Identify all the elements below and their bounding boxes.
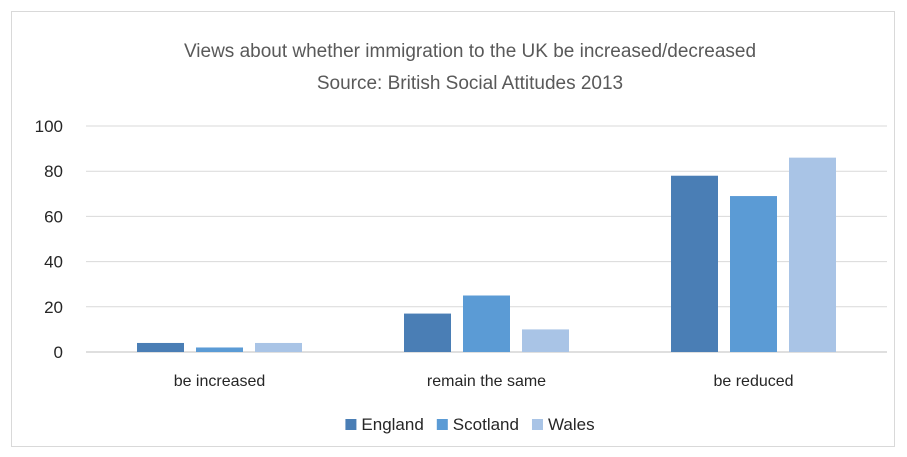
x-category-label: remain the same xyxy=(427,373,546,390)
y-tick-label: 40 xyxy=(44,253,63,272)
chart-subtitle: Source: British Social Attitudes 2013 xyxy=(317,73,623,94)
bar-wales-2 xyxy=(522,329,569,352)
x-category-label: be reduced xyxy=(713,373,793,390)
bar-scotland-1 xyxy=(196,347,243,352)
bars xyxy=(137,157,836,352)
bar-england-1 xyxy=(137,342,184,352)
x-category-label: be increased xyxy=(174,373,266,390)
legend-swatch-scotland xyxy=(436,419,448,430)
bar-england-3 xyxy=(671,175,718,352)
y-tick-label: 0 xyxy=(54,343,63,362)
chart-title: Views about whether immigration to the U… xyxy=(184,41,756,62)
bar-scotland-2 xyxy=(463,295,510,352)
legend: England Scotland Wales xyxy=(345,415,595,434)
y-tick-label: 80 xyxy=(44,162,63,181)
x-axis-categories: be increased remain the same be reduced xyxy=(174,373,794,390)
legend-label-england: England xyxy=(361,415,423,434)
bar-wales-3 xyxy=(789,157,836,352)
legend-label-wales: Wales xyxy=(548,415,595,434)
y-axis-ticks: 0 20 40 60 80 100 xyxy=(35,117,63,362)
bar-scotland-3 xyxy=(730,196,777,352)
legend-swatch-wales xyxy=(531,419,543,430)
y-tick-label: 60 xyxy=(44,207,63,226)
legend-swatch-england xyxy=(345,419,357,430)
legend-label-scotland: Scotland xyxy=(453,415,519,434)
bar-wales-1 xyxy=(255,342,302,352)
bar-england-2 xyxy=(404,313,451,352)
y-tick-label: 100 xyxy=(35,117,63,136)
y-tick-label: 20 xyxy=(44,298,63,317)
